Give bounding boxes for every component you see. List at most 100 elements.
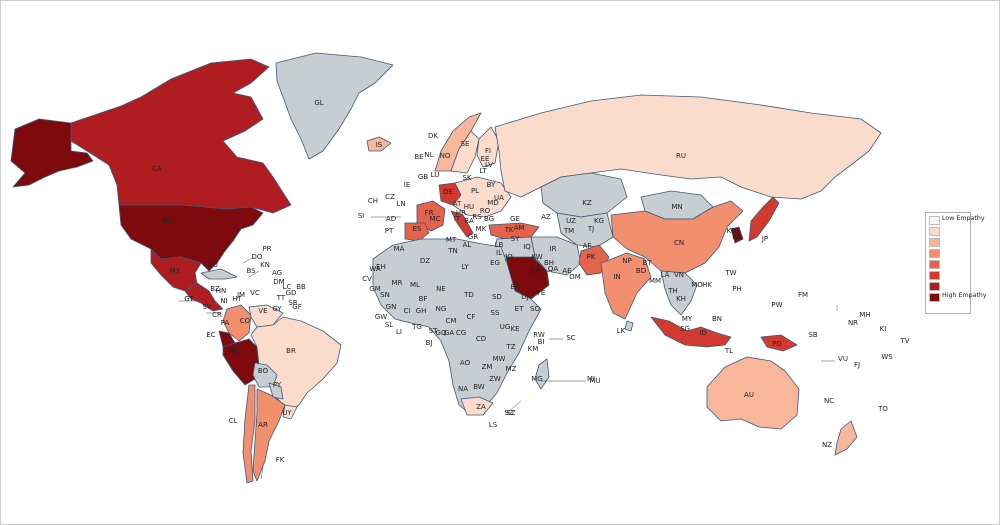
country-lk[interactable] xyxy=(624,320,634,332)
country-label-cv: CV xyxy=(362,275,372,283)
country-label-ni: NI xyxy=(220,297,227,305)
country-label-gn: GN xyxy=(386,303,397,311)
country-label-jm: JM xyxy=(236,291,245,299)
country-label-ro: RO xyxy=(480,207,491,215)
country-label-bw: BW xyxy=(473,383,485,391)
country-nz[interactable] xyxy=(834,420,858,456)
country-label-bb: BB xyxy=(296,283,306,291)
country-label-eh: EH xyxy=(376,263,386,271)
country-es[interactable] xyxy=(404,222,430,242)
country-label-vn: VN xyxy=(674,271,684,279)
country-label-bz: BZ xyxy=(210,285,220,293)
country-gl[interactable] xyxy=(275,52,394,160)
country-pg[interactable] xyxy=(760,334,798,352)
country-label-mc: MC xyxy=(430,215,441,223)
country-label-kz: KZ xyxy=(582,199,592,207)
country-label-pk: PK xyxy=(587,253,596,261)
legend-swatch-4 xyxy=(929,260,940,269)
country-label-mk: MK xyxy=(476,225,487,233)
country-central-asia[interactable] xyxy=(556,212,614,248)
country-label-si: SI xyxy=(358,212,365,220)
country-za[interactable] xyxy=(460,396,494,416)
country-label-fk: FK xyxy=(276,456,285,464)
country-it[interactable] xyxy=(450,210,474,238)
country-label-cl: CL xyxy=(229,417,238,425)
country-uy[interactable] xyxy=(282,404,298,420)
country-label-cf: CF xyxy=(467,313,476,321)
country-label-er: ER xyxy=(510,283,519,291)
country-label-ge: GE xyxy=(510,215,520,223)
country-ru[interactable] xyxy=(494,94,882,200)
country-label-hn: HN xyxy=(216,287,227,295)
country-cl[interactable] xyxy=(242,384,256,484)
country-label-la: LA xyxy=(661,271,670,279)
country-label-kw: KW xyxy=(531,253,542,261)
country-us[interactable] xyxy=(118,204,264,272)
country-in[interactable] xyxy=(600,252,652,320)
country-label-hu: HU xyxy=(464,203,474,211)
legend-swatch-6 xyxy=(929,282,940,291)
country-label-rw: RW xyxy=(533,331,545,339)
country-label-al: AL xyxy=(463,241,472,249)
country-jp[interactable] xyxy=(748,196,780,242)
country-label-jp: JP xyxy=(761,235,768,243)
country-label-zm: ZM xyxy=(482,363,493,371)
country-africa[interactable] xyxy=(372,238,542,416)
country-label-nz: NZ xyxy=(822,441,832,449)
country-au[interactable] xyxy=(706,356,800,430)
country-label-sa: SA xyxy=(530,267,540,275)
country-label-lt: LT xyxy=(479,167,487,175)
country-label-mm: MM xyxy=(649,277,661,285)
country-se-asia[interactable] xyxy=(660,270,698,316)
country-py[interactable] xyxy=(268,382,284,400)
country-label-tv: TV xyxy=(899,337,909,345)
country-label-om: OM xyxy=(569,273,581,281)
country-label-mt: MT xyxy=(446,236,457,244)
country-label-lc: LC xyxy=(283,283,292,291)
country-label-pr: PR xyxy=(262,245,271,253)
legend-swatch-5 xyxy=(929,271,940,280)
country-fi[interactable] xyxy=(476,126,500,168)
country-label-ar: AR xyxy=(258,421,268,429)
country-label-cn: CN xyxy=(674,239,684,247)
country-label-fr: FR xyxy=(425,209,434,217)
country-label-ma: MA xyxy=(394,245,405,253)
country-cu[interactable] xyxy=(200,268,238,280)
country-label-in: IN xyxy=(613,273,620,281)
country-label-dm: DM xyxy=(273,278,284,286)
country-label-np: NP xyxy=(622,257,631,265)
country-kz[interactable] xyxy=(540,172,628,218)
country-us-alaska[interactable] xyxy=(10,118,94,188)
country-ar[interactable] xyxy=(252,388,286,482)
country-label-mz: MZ xyxy=(506,365,517,373)
country-label-id: ID xyxy=(699,329,706,337)
country-co[interactable] xyxy=(222,304,252,342)
country-label-pw: PW xyxy=(771,301,782,309)
country-label-kp: KP xyxy=(727,227,736,235)
country-mg[interactable] xyxy=(534,358,550,390)
country-label-pg: PG xyxy=(772,340,782,348)
country-central-america[interactable] xyxy=(184,282,224,312)
country-label-ht: HT xyxy=(232,295,242,303)
country-label-bn: BN xyxy=(712,315,722,323)
country-ir[interactable] xyxy=(530,236,582,276)
country-label-no: NO xyxy=(440,152,451,160)
country-label-bg: BG xyxy=(484,215,494,223)
country-ca[interactable] xyxy=(70,58,292,214)
country-label-md: MD xyxy=(487,199,498,207)
country-id[interactable] xyxy=(650,316,732,348)
country-label-sy: SY xyxy=(511,235,520,243)
country-pe[interactable] xyxy=(222,338,260,386)
country-label-ec: EC xyxy=(206,331,215,339)
country-label-hr: HR xyxy=(456,209,466,217)
country-is[interactable] xyxy=(366,136,392,152)
country-label-gl: GL xyxy=(314,99,323,107)
country-label-br: BR xyxy=(286,347,296,355)
country-cn[interactable] xyxy=(610,200,744,274)
country-europe-east[interactable] xyxy=(452,176,512,218)
country-label-wa: WA xyxy=(369,265,381,273)
country-label-cm: CM xyxy=(446,317,457,325)
country-kr[interactable] xyxy=(730,226,744,244)
